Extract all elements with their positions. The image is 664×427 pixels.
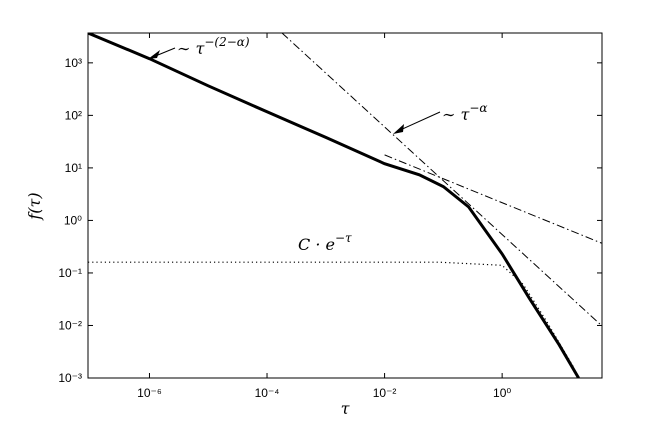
arrow (148, 47, 176, 59)
arrow (393, 111, 441, 134)
annotation-text: ∼ τ (442, 105, 470, 124)
y-tick-label: 10³ (65, 56, 82, 70)
x-tick-label: 10⁰ (493, 386, 511, 400)
x-axis-label: τ (341, 399, 351, 418)
y-tick-label: 10⁻¹ (58, 266, 82, 280)
line-series (88, 33, 580, 378)
annotation: ∼ τ−α (442, 101, 488, 124)
annotation-text: ∼ τ (177, 39, 205, 58)
annotation: ∼ τ−(2−α) (177, 35, 250, 58)
line-series (384, 154, 602, 244)
y-tick-label: 10⁻² (58, 318, 82, 332)
y-tick-label: 10⁻³ (58, 371, 82, 385)
line-series (281, 33, 602, 326)
plot-frame (87, 32, 603, 379)
x-tick-label: 10⁻⁴ (255, 386, 280, 400)
x-tick-label: 10⁻² (373, 386, 397, 400)
y-axis-label: f(τ) (25, 192, 44, 220)
annotation-sup: −(2−α) (204, 35, 250, 49)
x-tick-label: 10⁻⁶ (137, 386, 162, 400)
y-tick-label: 10² (65, 108, 82, 122)
annotation-sup: −α (469, 101, 487, 115)
line-series (88, 261, 576, 370)
annotation: C · e−τ (298, 231, 352, 254)
annotation-sup: −τ (335, 231, 352, 245)
annotation-text: C · e (298, 235, 335, 254)
y-tick-label: 10⁰ (64, 213, 82, 227)
y-tick-label: 10¹ (65, 161, 82, 175)
